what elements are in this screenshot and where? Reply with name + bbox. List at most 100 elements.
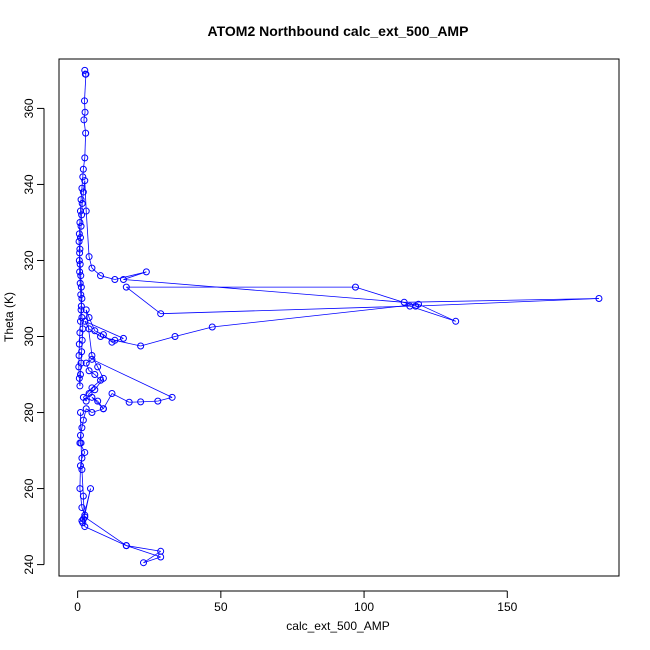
data-point	[157, 547, 165, 555]
data-point	[75, 374, 83, 382]
series-line-segment	[91, 408, 104, 413]
data-point	[91, 371, 99, 379]
data-point	[94, 363, 102, 371]
data-point	[76, 317, 84, 325]
series-line-segment	[114, 339, 141, 347]
data-point	[85, 367, 93, 375]
data-point	[97, 272, 105, 280]
y-axis-label: Theta (K)	[2, 292, 16, 342]
series-line-segment	[174, 326, 213, 337]
data-point	[80, 97, 88, 105]
series-line-segment	[84, 100, 86, 113]
x-tick-label: 0	[74, 600, 81, 614]
series-line-segment	[91, 358, 173, 398]
data-point	[119, 334, 127, 342]
series-line-segment	[85, 393, 90, 402]
data-point	[81, 317, 89, 325]
data-point	[76, 485, 84, 493]
data-point	[79, 492, 87, 500]
series-line-segment	[97, 366, 104, 379]
data-point	[77, 302, 85, 310]
series-line-segment	[81, 203, 83, 215]
series-line-segment	[81, 469, 84, 497]
data-point	[81, 513, 89, 521]
series-line-segment	[79, 283, 82, 295]
data-point	[88, 352, 96, 360]
series-line-segment	[94, 374, 101, 381]
data-point	[76, 431, 84, 439]
data-point	[75, 230, 83, 238]
series-line-segment	[88, 328, 101, 337]
series-line-segment	[84, 516, 127, 546]
data-point	[81, 154, 89, 162]
series-line-segment	[84, 74, 87, 101]
series-line-segment	[88, 256, 93, 269]
y-tick-label: 340	[22, 174, 36, 194]
y-tick-label: 360	[22, 98, 36, 118]
data-point	[88, 384, 96, 392]
series-line-segment	[88, 317, 96, 331]
series-line-segment	[85, 362, 90, 371]
series-line-segment	[84, 133, 87, 158]
series-line-segment	[84, 320, 124, 339]
series-line-segment	[80, 199, 82, 212]
data-point	[82, 70, 90, 78]
series-line-segment	[126, 286, 161, 315]
series-line-segment	[79, 237, 81, 250]
series-line-segment	[83, 387, 93, 398]
series-line-segment	[114, 271, 147, 280]
series-line-segment	[80, 226, 82, 238]
data-point	[76, 268, 84, 276]
series-line-segment	[82, 408, 87, 421]
y-tick-label: 240	[22, 554, 36, 574]
data-point	[77, 291, 85, 299]
data-point	[157, 310, 165, 318]
series-line-segment	[404, 298, 599, 303]
x-tick-label: 150	[497, 600, 517, 614]
series-line-segment	[79, 264, 82, 276]
data-point	[171, 333, 179, 341]
series-line-segment	[157, 396, 173, 402]
x-tick-label: 100	[354, 600, 374, 614]
data-point	[595, 294, 603, 302]
data-point	[97, 376, 105, 384]
series-line-segment	[81, 420, 84, 428]
data-point	[88, 264, 96, 272]
data-point	[81, 448, 89, 456]
data-point	[79, 165, 87, 173]
data-point	[81, 523, 89, 531]
data-point	[77, 272, 85, 280]
data-point	[82, 405, 90, 413]
data-point	[76, 260, 84, 268]
data-point	[94, 397, 102, 405]
series-line-segment	[83, 112, 86, 120]
data-point	[400, 298, 408, 306]
series-line-segment	[78, 222, 81, 234]
series-line-segment	[79, 465, 81, 489]
series-line-segment	[80, 287, 83, 299]
data-point	[142, 268, 150, 276]
chart-title: ATOM2 Northbound calc_ext_500_AMP	[208, 23, 469, 39]
data-point	[82, 129, 90, 137]
data-point	[82, 207, 90, 215]
series-line-segment	[94, 378, 104, 390]
data-point	[79, 416, 87, 424]
data-point	[137, 398, 145, 406]
data-point	[76, 245, 84, 253]
y-axis: 240 260 280 300 320 340 360	[22, 98, 45, 575]
data-point	[79, 515, 87, 523]
data-point	[75, 256, 83, 264]
x-tick-label: 50	[214, 600, 228, 614]
series-layer	[75, 66, 603, 567]
data-point	[99, 331, 107, 339]
series-line-segment	[79, 271, 81, 284]
series-line-segment	[415, 298, 599, 307]
data-point	[78, 211, 86, 219]
data-point	[78, 424, 86, 432]
series-line-segment	[123, 279, 405, 303]
data-point	[82, 359, 90, 367]
data-point	[78, 466, 86, 474]
data-point	[78, 184, 86, 192]
data-point	[76, 279, 84, 287]
